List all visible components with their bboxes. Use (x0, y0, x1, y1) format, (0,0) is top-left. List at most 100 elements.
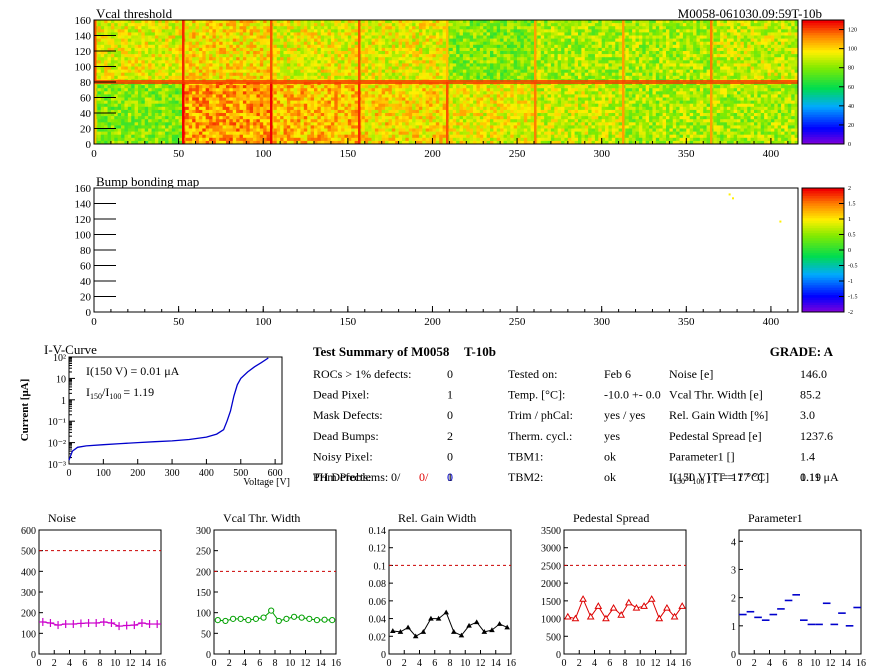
vcal-cell (215, 75, 220, 80)
vcal-cell (124, 35, 129, 39)
vcal-cell (642, 57, 646, 61)
vcal-cell (158, 91, 162, 95)
vcal-cell (114, 100, 118, 104)
vcal-cell (226, 63, 230, 67)
vcal-cell (131, 91, 135, 95)
vcal-cell (121, 88, 125, 92)
vcal-cell (757, 38, 762, 42)
vcal-cell (198, 122, 203, 126)
vcal-cell (192, 54, 196, 58)
vcal-cell (574, 41, 579, 46)
vcal-cell (496, 72, 501, 77)
vcal-cell (649, 38, 653, 42)
vcal-cell (764, 51, 768, 55)
vcal-cell (645, 72, 650, 77)
vcal-cell (693, 54, 697, 58)
vcal-cell (781, 32, 785, 36)
vcal-cell (720, 57, 724, 61)
vcal-cell (520, 23, 525, 27)
vcal-cell (215, 63, 220, 67)
vcal-cell (256, 35, 261, 39)
vcal-cell (767, 57, 772, 61)
vcal-cell (195, 72, 200, 77)
vcal-cell (517, 20, 521, 24)
vcal-cell (192, 94, 196, 98)
vcal-cell (219, 29, 223, 33)
vcal-cell (107, 109, 112, 114)
vcal-cell (127, 94, 132, 98)
vcal-cell (107, 72, 112, 77)
vcal-cell (276, 26, 281, 30)
vcal-cell (151, 106, 156, 111)
vcal-cell (195, 122, 200, 126)
vcal-cell (121, 75, 125, 80)
vcal-cell (151, 88, 156, 92)
vcal-cell (527, 54, 531, 58)
vcal-cell (720, 72, 724, 77)
vcal-cell (635, 32, 640, 36)
vcal-cell (608, 54, 613, 58)
vcal-cell (574, 63, 579, 67)
vcal-cell (232, 51, 237, 55)
vcal-cell (110, 140, 115, 145)
vcal-cell (425, 26, 430, 30)
vcal-cell (774, 75, 778, 80)
vcal-cell (493, 54, 498, 58)
vcal-cell (151, 137, 156, 142)
vcal-cell (195, 128, 200, 132)
vcal-cell (168, 85, 173, 89)
vcal-cell (740, 41, 745, 46)
vcal-cell (574, 26, 579, 30)
vcal-cell (452, 32, 457, 36)
vcal-cell (699, 29, 704, 33)
vcal-cell (794, 20, 799, 24)
vcal-cell (456, 51, 460, 55)
vcal-cell (202, 88, 206, 92)
vcal-cell (378, 72, 382, 77)
vcal-cell (567, 75, 572, 80)
vcal-cell (791, 75, 795, 80)
vcal-cell (716, 20, 721, 24)
vcal-cell (124, 20, 129, 24)
vcal-cell (537, 72, 542, 77)
vcal-cell (212, 137, 217, 142)
vcal-cell (100, 97, 105, 101)
vcal-cell (652, 69, 657, 73)
vcal-cell (110, 54, 115, 58)
vcal-cell (666, 35, 670, 39)
vcal-cell (764, 32, 768, 36)
vcal-cell (158, 57, 162, 61)
vcal-cell (662, 32, 667, 36)
vcal-cell (642, 20, 646, 24)
vcal-cell (154, 26, 159, 30)
vcal-cell (303, 72, 308, 77)
vcal-cell (314, 75, 318, 80)
vcal-cell (209, 91, 213, 95)
vcal-cell (784, 51, 789, 55)
vcal-cell (351, 69, 355, 73)
vcal-cell (144, 35, 149, 39)
vcal-cell (713, 32, 718, 36)
vcal-cell (483, 66, 487, 70)
vcal-cell (256, 38, 261, 42)
vcal-cell (222, 47, 227, 52)
vcal-cell (303, 29, 308, 33)
vcal-cell (131, 41, 135, 46)
vcal-cell (703, 57, 707, 61)
vcal-cell (158, 85, 162, 89)
vcal-cell (232, 54, 237, 58)
vcal-cell (635, 57, 640, 61)
vcal-cell (459, 41, 464, 46)
vcal-cell (154, 85, 159, 89)
vcal-cell (743, 38, 748, 42)
vcal-cell (686, 57, 690, 61)
vcal-cell (615, 29, 619, 33)
vcal-cell (716, 57, 721, 61)
vcal-cell (161, 128, 166, 132)
vcal-cell (175, 106, 179, 111)
vcal-cell (418, 47, 423, 52)
vcal-cell (219, 60, 223, 64)
vcal-cell (185, 88, 190, 92)
vcal-cell (408, 20, 413, 24)
vcal-cell (195, 66, 200, 70)
